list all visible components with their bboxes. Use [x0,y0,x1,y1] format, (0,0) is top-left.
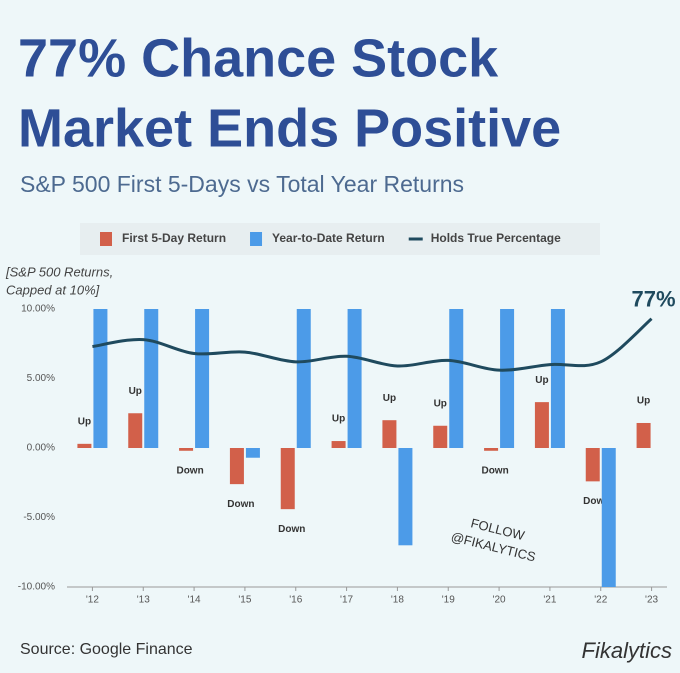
bar [601,448,616,587]
x-tick-label: '20 [493,595,506,606]
value-label: Up [535,375,548,386]
bar [245,448,260,458]
y-tick-label: -10.00% [18,582,55,593]
x-tick-label: '19 [442,595,455,606]
x-tick-label: '17 [340,595,353,606]
x-tick-label: '21 [543,595,556,606]
value-label: Down [227,499,254,510]
bar [128,413,143,448]
x-tick-label: '14 [188,595,201,606]
value-label: Up [383,393,396,404]
bar [331,441,346,448]
x-tick-label: '12 [86,595,99,606]
bar [636,422,651,448]
legend-label: Year-to-Date Return [272,231,385,245]
line-end-label: 77% [632,287,676,312]
bar [585,448,600,482]
bar [296,309,311,448]
value-label: Up [78,416,91,427]
chart-subtitle: S&P 500 First 5-Days vs Total Year Retur… [20,171,464,197]
legend-swatch [250,232,263,246]
value-label: Up [434,398,447,409]
value-label: Down [278,524,305,535]
bar [500,309,515,448]
value-label: Down [176,465,203,476]
y-tick-label: 10.00% [21,304,55,315]
y-tick-label: 0.00% [27,443,55,454]
y-tick-label: 5.00% [27,373,55,384]
brand: Fikalytics [582,638,672,663]
bar [144,309,159,448]
x-tick-label: '22 [594,595,607,606]
y-axis-label: [S&P 500 Returns, [5,264,113,279]
bar [179,448,194,451]
chart-title: Market Ends Positive [18,98,561,158]
legend-label: Holds True Percentage [431,231,561,245]
x-tick-label: '16 [289,595,302,606]
value-label: Down [481,465,508,476]
bar [449,309,464,448]
x-tick-label: '23 [645,595,658,606]
x-tick-label: '18 [391,595,404,606]
bar [484,448,499,451]
source: Source: Google Finance [20,641,193,658]
x-tick-label: '13 [137,595,150,606]
bar [382,420,397,448]
legend-swatch [100,232,112,246]
chart-title: 77% Chance Stock [18,28,499,88]
legend-box [80,223,600,255]
bar [534,402,549,448]
value-label: Down [583,496,610,507]
value-label: Up [637,396,650,407]
value-label: Up [332,414,345,425]
bar [433,425,448,448]
bar [195,309,210,448]
bar [347,309,362,448]
bar [280,448,295,510]
bar [398,448,413,546]
bar [93,309,108,448]
bar [229,448,244,485]
y-tick-label: -5.00% [23,512,55,523]
line [92,317,653,372]
y-axis-label: Capped at 10%] [6,282,100,297]
value-label: Up [129,386,142,397]
legend-label: First 5-Day Return [122,231,226,245]
bar [550,309,565,448]
x-tick-label: '15 [238,595,251,606]
bar [77,443,92,448]
